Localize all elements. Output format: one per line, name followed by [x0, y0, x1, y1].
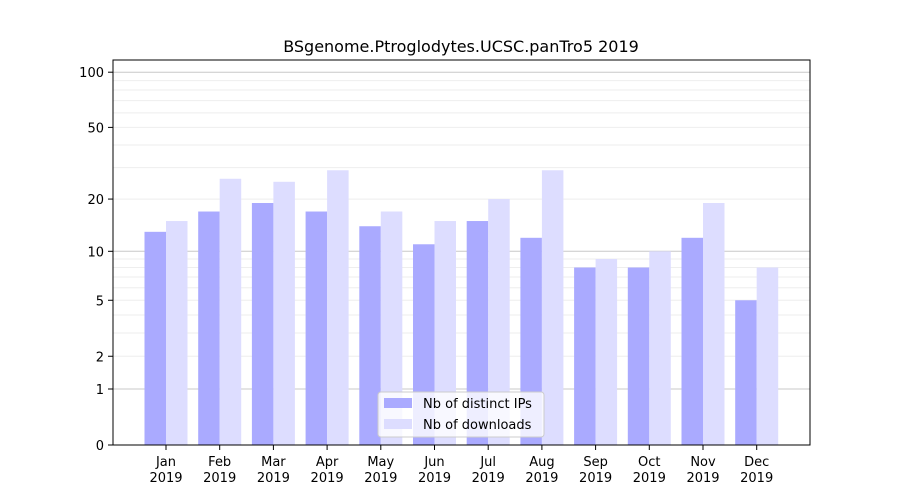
bar-downloads	[488, 199, 510, 445]
x-tick-label: Feb 2019	[203, 455, 236, 486]
bar-distinct-ips	[627, 267, 650, 445]
x-tick-label: Mar 2019	[257, 455, 290, 486]
legend-box	[377, 391, 545, 438]
y-tick-label: 20	[87, 193, 104, 208]
bar-distinct-ips	[144, 231, 166, 445]
bar-distinct-ips	[198, 211, 220, 445]
x-tick-label: Oct 2019	[633, 455, 666, 486]
x-tick-label: Nov 2019	[686, 455, 719, 486]
bar-distinct-ips	[735, 300, 757, 445]
x-tick-label: Aug 2019	[525, 455, 558, 486]
y-tick-label: 50	[87, 121, 104, 136]
bar-distinct-ips	[305, 211, 328, 445]
y-tick-label: 1	[96, 383, 104, 398]
legend-label: Nb of downloads	[423, 418, 532, 433]
x-tick-label: Dec 2019	[740, 455, 773, 486]
x-tick-label: Jul 2019	[472, 455, 505, 486]
bar-distinct-ips	[466, 221, 489, 445]
y-tick-label: 0	[96, 439, 104, 454]
bar-distinct-ips	[681, 237, 703, 445]
bar-distinct-ips	[251, 203, 274, 445]
x-tick-label: Jan 2019	[149, 455, 182, 486]
bar-downloads	[166, 221, 188, 445]
bar-downloads	[595, 259, 618, 445]
chart-title: BSgenome.Ptroglodytes.UCSC.panTro5 2019	[283, 37, 639, 56]
y-tick-label: 2	[96, 350, 104, 365]
bar-downloads	[649, 251, 671, 445]
bar-downloads	[219, 178, 242, 445]
bar-downloads	[541, 170, 564, 446]
bar-downloads	[327, 170, 349, 446]
legend-swatch	[384, 398, 412, 408]
bar-downloads	[703, 203, 725, 445]
bar-distinct-ips	[574, 267, 596, 445]
bar-downloads	[434, 221, 456, 445]
y-tick-label: 100	[79, 66, 104, 81]
x-tick-label: Apr 2019	[311, 455, 344, 486]
legend: Nb of distinct IPs Nb of downloads	[377, 391, 545, 438]
x-tick-label: Sep 2019	[579, 455, 612, 486]
plot-frame	[112, 59, 811, 446]
y-tick-label: 10	[87, 245, 104, 260]
legend-label: Nb of distinct IPs	[423, 397, 532, 412]
bar-downloads	[380, 211, 403, 445]
legend-swatch	[384, 419, 412, 429]
bar-distinct-ips	[359, 226, 381, 445]
bar-downloads	[756, 267, 779, 445]
x-tick-label: Jun 2019	[418, 455, 451, 486]
bar-downloads	[273, 181, 295, 446]
y-tick-label: 5	[96, 294, 104, 309]
x-tick-label: May 2019	[364, 455, 397, 486]
